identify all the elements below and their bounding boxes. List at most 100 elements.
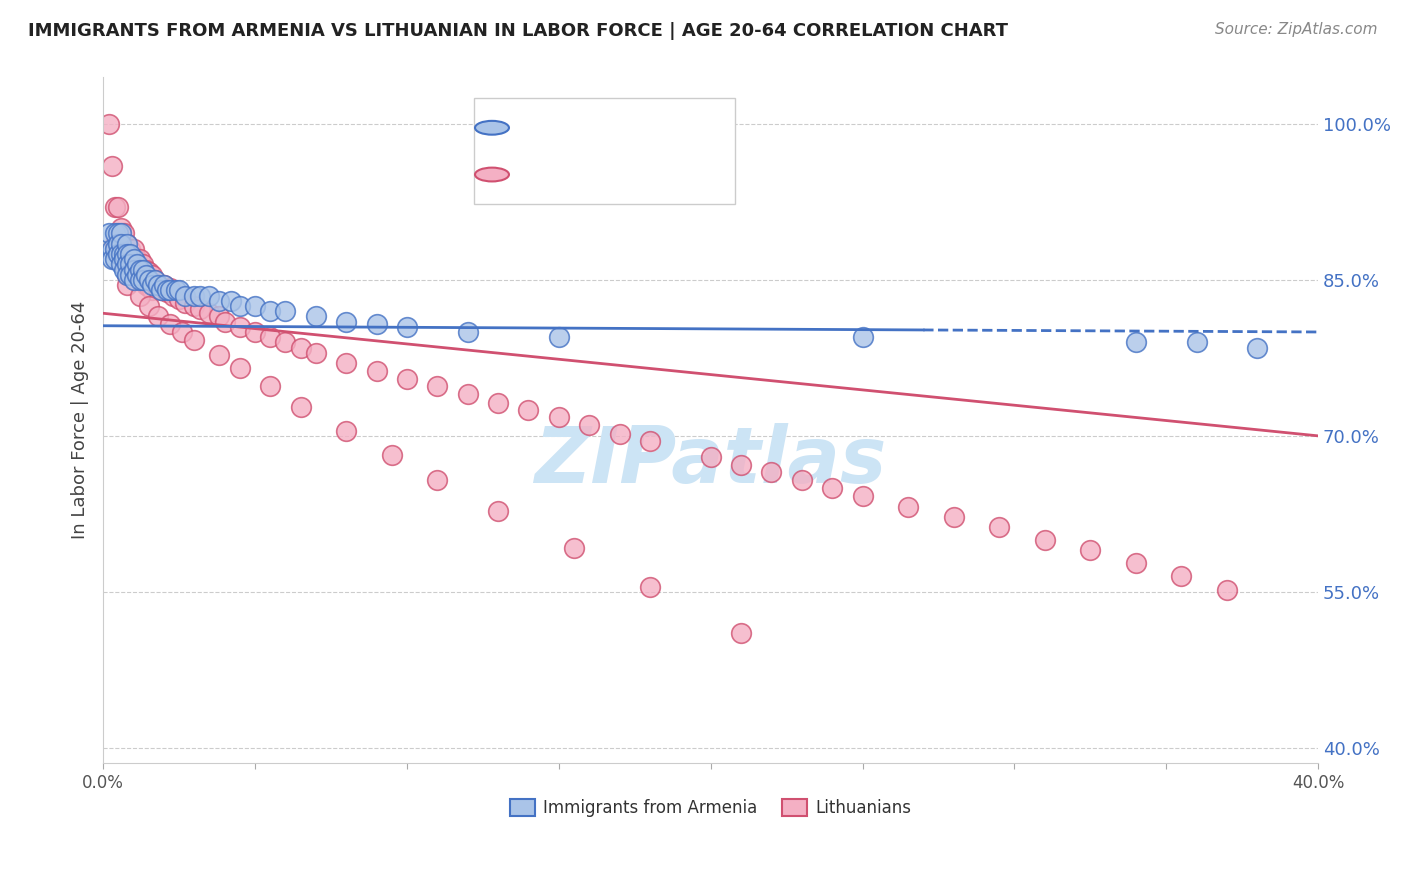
Point — [107, 200, 129, 214]
Point — [381, 448, 404, 462]
Point — [125, 252, 148, 267]
Point — [120, 257, 142, 271]
Point — [638, 580, 661, 594]
Point — [214, 315, 236, 329]
Point — [790, 473, 813, 487]
Point — [730, 626, 752, 640]
Point — [107, 242, 129, 256]
Point — [146, 310, 169, 324]
Point — [174, 296, 197, 310]
Point — [120, 268, 142, 282]
Point — [897, 500, 920, 514]
Point — [117, 236, 139, 251]
Point — [138, 280, 160, 294]
Point — [159, 284, 181, 298]
Point — [131, 262, 153, 277]
Point — [138, 265, 160, 279]
Point — [117, 257, 139, 271]
Text: ZIPatlas: ZIPatlas — [534, 424, 887, 500]
Point — [104, 236, 127, 251]
Point — [395, 372, 418, 386]
Point — [110, 252, 132, 267]
Point — [335, 356, 357, 370]
Text: IMMIGRANTS FROM ARMENIA VS LITHUANIAN IN LABOR FORCE | AGE 20-64 CORRELATION CHA: IMMIGRANTS FROM ARMENIA VS LITHUANIAN IN… — [28, 22, 1008, 40]
Point — [122, 273, 145, 287]
Point — [243, 325, 266, 339]
Point — [274, 304, 297, 318]
Point — [98, 117, 121, 131]
Point — [305, 310, 328, 324]
Point — [486, 395, 509, 409]
Point — [198, 288, 221, 302]
Point — [112, 252, 135, 267]
Point — [159, 281, 181, 295]
Point — [638, 434, 661, 448]
Point — [1125, 335, 1147, 350]
Point — [259, 304, 281, 318]
Point — [120, 242, 142, 256]
Point — [188, 288, 211, 302]
Point — [153, 278, 176, 293]
Point — [104, 242, 127, 256]
Point — [110, 236, 132, 251]
Point — [149, 284, 172, 298]
Point — [128, 273, 150, 287]
Point — [131, 257, 153, 271]
Point — [162, 288, 184, 302]
Point — [128, 262, 150, 277]
Point — [143, 273, 166, 287]
Point — [609, 426, 631, 441]
Point — [143, 273, 166, 287]
Point — [156, 284, 179, 298]
Point — [122, 242, 145, 256]
Point — [104, 252, 127, 267]
Point — [183, 333, 205, 347]
Point — [167, 292, 190, 306]
Text: Source: ZipAtlas.com: Source: ZipAtlas.com — [1215, 22, 1378, 37]
Point — [547, 330, 569, 344]
Point — [761, 465, 783, 479]
Point — [120, 247, 142, 261]
Point — [229, 299, 252, 313]
Point — [165, 284, 187, 298]
Point — [107, 247, 129, 261]
Point — [141, 284, 163, 298]
Point — [851, 489, 873, 503]
Point — [117, 247, 139, 261]
Point — [112, 242, 135, 256]
Point — [135, 262, 157, 277]
Point — [104, 200, 127, 214]
Point — [112, 227, 135, 241]
Point — [1185, 335, 1208, 350]
Point — [1246, 341, 1268, 355]
Point — [112, 257, 135, 271]
Point — [110, 227, 132, 241]
Point — [107, 227, 129, 241]
Point — [517, 403, 540, 417]
Point — [153, 278, 176, 293]
Point — [730, 458, 752, 472]
Point — [112, 247, 135, 261]
Point — [274, 335, 297, 350]
Point — [699, 450, 721, 464]
Point — [101, 242, 124, 256]
Point — [562, 541, 585, 555]
Point — [146, 278, 169, 293]
Point — [821, 481, 844, 495]
Point — [1170, 569, 1192, 583]
Point — [243, 299, 266, 313]
Point — [141, 278, 163, 293]
Point — [395, 319, 418, 334]
Point — [131, 273, 153, 287]
Point — [426, 379, 449, 393]
Point — [426, 473, 449, 487]
Point — [117, 252, 139, 267]
Point — [131, 273, 153, 287]
Point — [101, 252, 124, 267]
Point — [122, 257, 145, 271]
Point — [457, 325, 479, 339]
Point — [122, 273, 145, 287]
Point — [141, 268, 163, 282]
Point — [290, 341, 312, 355]
Point — [1033, 533, 1056, 547]
